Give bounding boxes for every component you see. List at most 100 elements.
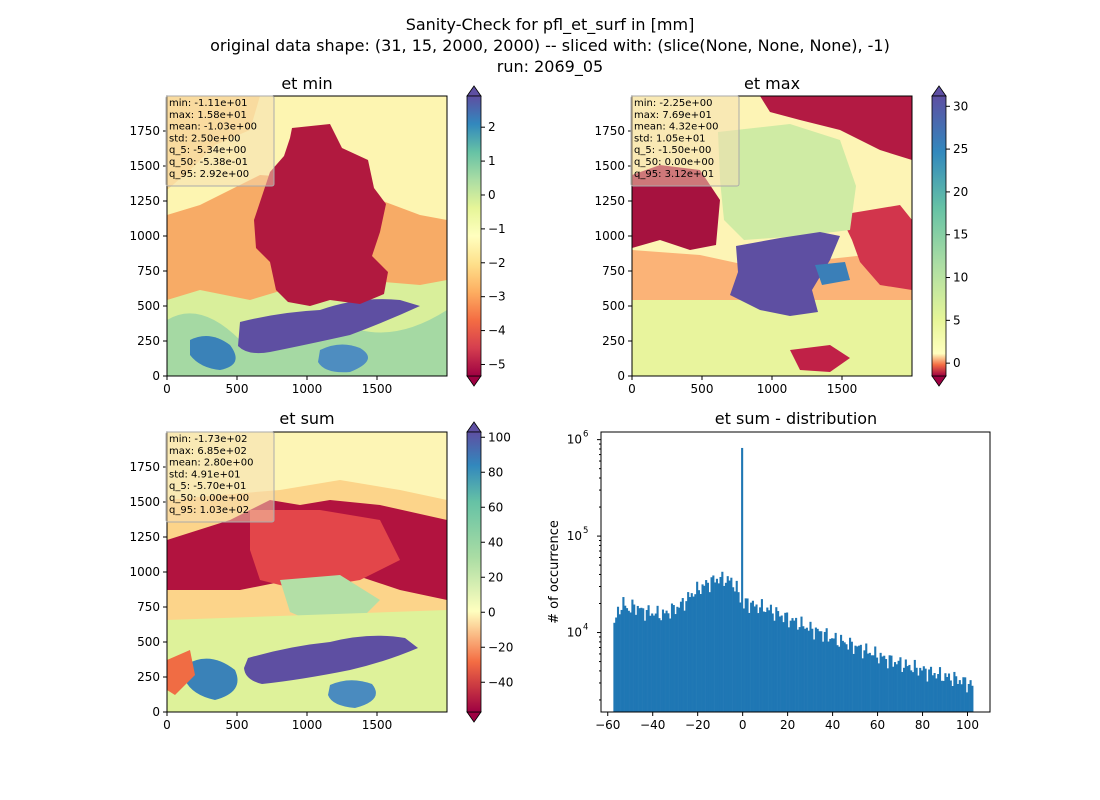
histogram-bar <box>690 593 693 712</box>
histogram-bar <box>820 631 823 712</box>
histogram-bar <box>733 591 736 712</box>
stats-line: q_5: -5.70e+01 <box>169 481 246 492</box>
histogram-bar <box>967 684 970 712</box>
histogram-bar <box>904 659 907 712</box>
histogram-bar <box>789 620 792 712</box>
histogram-bar <box>795 617 798 712</box>
histogram-bar <box>841 640 844 712</box>
y-tick-label: 1500 <box>129 159 160 173</box>
histogram-bar <box>647 605 650 712</box>
histogram-bar <box>685 601 688 712</box>
stats-line: q_50: 0.00e+00 <box>634 157 714 168</box>
histogram-bar <box>748 612 751 712</box>
histogram-bar <box>784 612 787 712</box>
histogram-bar <box>823 631 826 712</box>
histogram-bar <box>634 614 638 712</box>
histogram-bar <box>926 681 929 712</box>
colorbar: 30 25 20 15 10 5 0 <box>931 85 968 387</box>
histogram-bar <box>924 668 927 712</box>
colorbar: 100 80 60 40 20 0 −20 −40 <box>466 421 513 723</box>
histogram-bar <box>793 620 796 712</box>
y-tick-exponent: 5 <box>583 526 588 536</box>
histogram-bar <box>897 660 900 712</box>
y-tick-label: 750 <box>137 600 160 614</box>
histogram-bar <box>755 604 758 712</box>
y-tick-label: 1500 <box>129 495 160 509</box>
colorbar-tick-label: −4 <box>488 324 506 338</box>
histogram-bar <box>827 641 830 712</box>
y-tick-label: 750 <box>602 264 625 278</box>
y-tick-label: 750 <box>137 264 160 278</box>
histogram-bar <box>762 611 765 712</box>
panel-title: et min <box>281 74 332 93</box>
y-tick-label: 10 <box>567 529 582 543</box>
colorbar-body <box>466 95 482 377</box>
histogram-bar <box>913 659 916 712</box>
y-tick-label: 1250 <box>594 194 625 208</box>
histogram-bar <box>911 672 915 712</box>
histogram-bar <box>652 615 656 712</box>
x-axis: 0 500 1000 1500 <box>163 712 392 732</box>
histogram-bar <box>883 655 886 712</box>
y-tick-label: 1000 <box>129 229 160 243</box>
stats-line: q_50: 0.00e+00 <box>169 493 249 504</box>
histogram-bar <box>625 608 629 712</box>
histogram-bar <box>780 615 783 712</box>
histogram-bar <box>953 671 956 712</box>
histogram-bar <box>800 616 803 712</box>
histogram-bar <box>870 655 873 712</box>
histogram-bar <box>742 608 745 712</box>
stats-line: std: 1.05e+01 <box>634 133 706 144</box>
histogram-bar <box>859 644 862 712</box>
stats-line: q_5: -5.34e+00 <box>169 145 246 156</box>
histogram-bar <box>706 582 710 712</box>
histogram-bar <box>692 596 695 712</box>
histogram-bar <box>867 653 870 712</box>
histogram-bar <box>829 638 832 712</box>
histogram-bar <box>886 668 889 712</box>
histogram-bar <box>805 627 808 712</box>
panel-et-sum-distribution: et sum - distribution # of occurrence −6… <box>547 409 991 732</box>
colorbar-tick-label: 80 <box>488 465 503 479</box>
x-tick-label: 80 <box>915 718 930 732</box>
histogram-bar <box>764 612 767 712</box>
y-tick-label: 0 <box>152 369 160 383</box>
stats-line: min: -2.25e+00 <box>634 98 713 109</box>
histogram-bar <box>624 605 627 712</box>
histogram-bar <box>636 605 639 712</box>
histogram-bar <box>877 663 880 712</box>
histogram-bar <box>726 576 729 712</box>
stats-line: q_95: 1.03e+02 <box>169 505 249 516</box>
y-tick-label: 10 <box>567 626 582 640</box>
colorbar-extend-min <box>931 375 947 387</box>
histogram-bar <box>840 634 843 712</box>
stats-line: q_5: -1.50e+00 <box>634 145 711 156</box>
histogram-bar <box>705 580 708 712</box>
histogram-bar <box>854 645 857 712</box>
histogram-bar <box>920 670 924 712</box>
x-tick-label: 1000 <box>292 382 323 396</box>
histogram-bar <box>958 680 961 712</box>
y-axis: 0 250 500 750 1000 1250 1500 1750 <box>129 460 167 719</box>
stats-line: max: 6.85e+02 <box>169 446 247 457</box>
histogram-bar <box>816 628 819 712</box>
histogram-bar <box>739 602 742 712</box>
colorbar-extend-max <box>466 421 482 433</box>
histogram-bar <box>922 666 925 712</box>
histogram-bar <box>665 610 668 712</box>
x-tick-label: 1000 <box>292 718 323 732</box>
stats-line: q_50: -5.38e-01 <box>169 157 248 168</box>
stats-line: min: -1.11e+01 <box>169 98 248 109</box>
histogram-bar <box>710 577 713 712</box>
histogram-bar <box>845 644 848 712</box>
stats-box-background <box>630 95 740 187</box>
histogram-bar <box>831 638 834 712</box>
stats-line: mean: 4.32e+00 <box>634 122 718 133</box>
histogram-bar <box>669 618 672 712</box>
stats-box-background <box>165 431 275 523</box>
histogram-bar <box>928 669 931 712</box>
histogram-bar <box>906 666 909 712</box>
colorbar-tick-label: 25 <box>953 142 968 156</box>
histogram-bar <box>759 607 762 712</box>
